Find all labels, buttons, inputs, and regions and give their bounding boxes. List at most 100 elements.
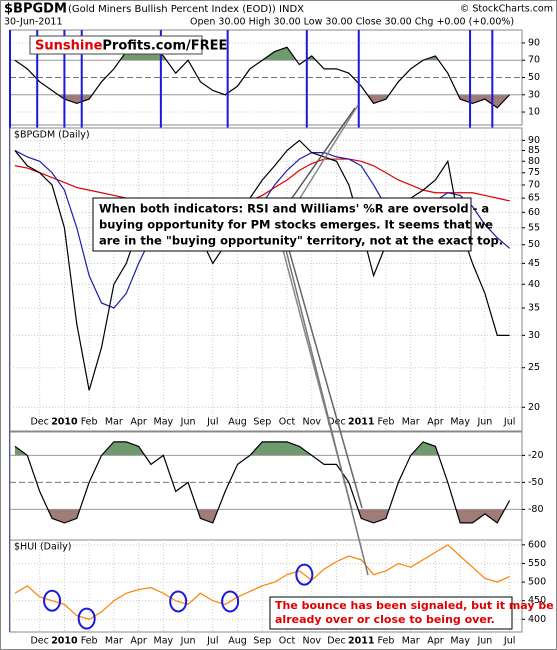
lower-band-fill	[14, 509, 510, 523]
series-line	[14, 139, 510, 391]
x-tick-label: Jul	[503, 636, 515, 647]
x-tick-label: Mar	[105, 417, 123, 428]
lower-band-fill	[58, 94, 510, 108]
x-tick-label: May	[154, 417, 174, 428]
y-tick-label: 50	[528, 239, 540, 250]
x-tick-label: Jun	[180, 417, 196, 428]
x-tick-label: 2011	[348, 417, 374, 428]
y-tick-label: -20	[528, 450, 544, 461]
arrow	[299, 104, 359, 199]
panel: -80 -50 -20	[9, 431, 544, 541]
x-tick-label: Dec	[30, 636, 48, 647]
x-tick-label: 2010	[51, 636, 78, 647]
chart-subtitle: (Gold Miners Bullish Percent Index (EOD)…	[68, 4, 304, 15]
panel: Dec 2010 Feb Mar Apr May Jun Jul Aug Sep Oct Nov Dec…	[9, 539, 546, 647]
x-tick-label: May	[154, 636, 174, 647]
x-tick-label: Jul	[206, 636, 218, 647]
x-tick-label: 2011	[348, 636, 374, 647]
x-tick-label: Jun	[180, 636, 196, 647]
x-tick-label: Feb	[81, 417, 98, 428]
watermark-box	[29, 35, 203, 55]
x-tick-label: Jun	[476, 636, 492, 647]
y-tick-label: 90	[528, 37, 540, 48]
y-tick-label: 75	[528, 167, 540, 178]
x-tick-label: Oct	[279, 636, 296, 647]
y-tick-label: 70	[528, 55, 540, 66]
x-tick-label: Mar	[402, 636, 420, 647]
arrow	[291, 107, 356, 199]
series-line	[14, 158, 510, 210]
x-tick-label: Mar	[402, 417, 420, 428]
x-tick-label: Apr	[427, 417, 444, 428]
y-tick-label: 85	[528, 145, 540, 156]
date-label: 30-Jun-2011	[4, 17, 63, 28]
y-tick-label: -80	[528, 504, 544, 515]
arrow	[285, 249, 369, 576]
y-tick-label: 450	[528, 595, 546, 606]
highlight-circle	[169, 590, 188, 613]
x-tick-label: Dec	[327, 636, 345, 647]
y-tick-label: 60	[528, 207, 540, 218]
x-tick-label: Sep	[253, 417, 271, 428]
x-tick-label: Nov	[302, 636, 321, 647]
x-tick-label: Aug	[228, 417, 247, 428]
note-line: already over or close to being over.	[275, 613, 495, 626]
highlight-circle	[295, 563, 314, 586]
annotation-line: are in the "buying opportunity" territor…	[99, 234, 503, 248]
overlay: SunshineProfits.com/FREE When both indic…	[29, 35, 554, 630]
y-tick-label: 20	[528, 402, 540, 413]
y-tick-label: 25	[528, 362, 540, 373]
x-tick-label: Feb	[378, 417, 395, 428]
upper-band-fill	[14, 441, 439, 456]
note-line: The bounce has been signaled, but it may…	[275, 599, 554, 612]
note-box	[269, 596, 513, 630]
panel: Dec 2010 Feb Mar Apr May Jun Jul Aug Sep Oct Nov Dec…	[9, 127, 540, 432]
highlight-circle	[43, 589, 62, 612]
y-tick-label: 400	[528, 614, 546, 625]
x-tick-label: Aug	[228, 636, 247, 647]
arrow	[288, 249, 363, 509]
ohlc-label: Open 30.00 High 30.00 Low 30.00 Close 30…	[190, 17, 514, 28]
y-tick-label: 600	[528, 539, 546, 550]
annotation-box	[92, 197, 472, 252]
x-tick-label: Apr	[130, 636, 147, 647]
y-tick-label: 80	[528, 156, 540, 167]
highlight-circle	[221, 590, 240, 613]
panel-frame	[9, 127, 523, 432]
watermark-red: Sunshine	[35, 38, 103, 53]
upper-band-fill	[120, 47, 439, 61]
y-tick-label: 30	[528, 330, 540, 341]
y-tick-label: 50	[528, 72, 540, 83]
x-tick-label: Apr	[427, 636, 444, 647]
x-tick-label: Oct	[279, 417, 296, 428]
series-line	[14, 46, 511, 109]
y-tick-label: -50	[528, 477, 544, 488]
x-tick-label: May	[450, 636, 470, 647]
y-tick-label: 40	[528, 279, 540, 290]
x-tick-label: Feb	[81, 636, 98, 647]
x-tick-label: May	[450, 417, 470, 428]
series-line	[14, 441, 511, 524]
x-tick-label: Mar	[105, 636, 123, 647]
panel-title: $BPGDM (Daily)	[14, 130, 90, 141]
panel-title: $HUI (Daily)	[14, 542, 71, 553]
x-tick-label: Apr	[130, 417, 147, 428]
y-tick-label: 45	[528, 258, 540, 269]
x-tick-label: Dec	[327, 417, 345, 428]
y-tick-label: 65	[528, 193, 540, 204]
annotation-line: When both indicators: RSI and Williams' …	[99, 202, 489, 216]
x-tick-label: Sep	[253, 636, 271, 647]
y-tick-label: 35	[528, 302, 540, 313]
x-tick-label: Jul	[206, 417, 218, 428]
x-tick-label: 2010	[51, 417, 78, 428]
y-tick-label: 500	[528, 577, 546, 588]
x-tick-label: Jul	[503, 417, 515, 428]
series-line	[14, 544, 510, 620]
watermark: SunshineProfits.com/FREE	[35, 38, 227, 53]
watermark-black: Profits.com/FREE	[102, 38, 227, 53]
highlight-circle	[77, 607, 96, 630]
chart-title: $BPGDM	[4, 2, 67, 17]
y-tick-label: 90	[528, 135, 540, 146]
